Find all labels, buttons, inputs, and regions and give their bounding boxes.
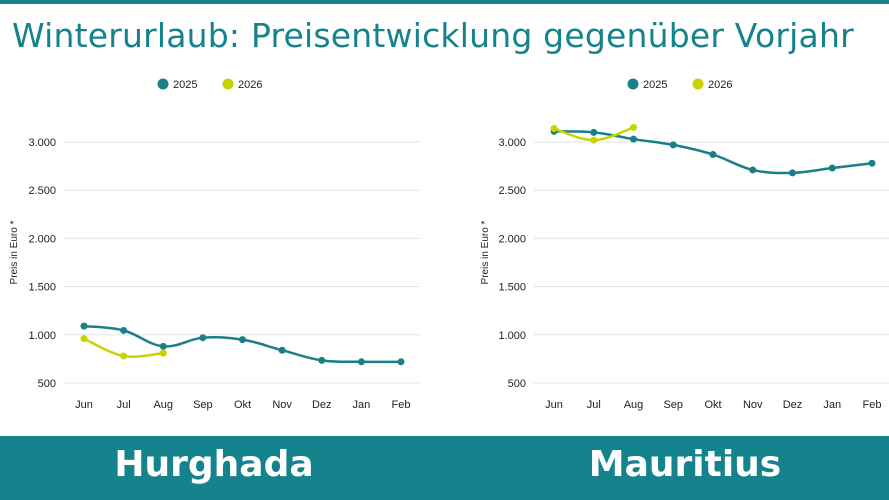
y-tick-label: 2.500 <box>28 185 56 197</box>
x-tick-label: Jun <box>545 399 563 411</box>
y-tick-label: 1.000 <box>28 330 56 342</box>
data-point <box>120 326 128 334</box>
x-tick-label: Nov <box>272 399 292 411</box>
x-tick-label: Aug <box>624 399 644 411</box>
data-point <box>749 166 757 174</box>
x-tick-label: Aug <box>153 399 173 411</box>
y-tick-label: 1.500 <box>498 282 526 294</box>
top-accent-bar <box>0 0 889 4</box>
x-tick-label: Feb <box>392 399 411 411</box>
data-point <box>80 322 88 330</box>
footer-bar: Hurghada Mauritius <box>0 436 889 500</box>
x-tick-label: Sep <box>193 399 213 411</box>
y-tick-label: 3.000 <box>498 137 526 149</box>
x-tick-label: Jan <box>823 399 841 411</box>
x-tick-label: Jul <box>117 399 131 411</box>
x-tick-label: Nov <box>743 399 763 411</box>
x-tick-label: Jul <box>587 399 601 411</box>
footer-label-hurghada: Hurghada <box>114 444 314 485</box>
x-tick-label: Sep <box>663 399 683 411</box>
x-tick-label: Dez <box>783 399 803 411</box>
legend-marker <box>692 78 704 90</box>
data-point <box>318 356 326 364</box>
y-axis-label: Preis in Euro * <box>9 220 20 284</box>
y-tick-label: 500 <box>508 378 526 390</box>
legend-label: 2026 <box>708 79 732 91</box>
data-point <box>709 151 717 159</box>
legend-marker <box>222 78 234 90</box>
data-point <box>669 141 677 149</box>
data-point <box>550 125 558 133</box>
y-tick-label: 1.000 <box>498 330 526 342</box>
data-point <box>397 358 405 366</box>
y-tick-label: 3.000 <box>28 137 56 149</box>
legend-label: 2026 <box>238 79 262 91</box>
data-point <box>590 128 598 136</box>
data-point <box>590 136 598 144</box>
y-tick-label: 500 <box>38 378 56 390</box>
x-tick-label: Jun <box>75 399 93 411</box>
x-tick-label: Jan <box>353 399 371 411</box>
data-point <box>828 164 836 172</box>
y-tick-label: 2.000 <box>28 233 56 245</box>
data-point <box>868 159 876 167</box>
y-axis-label: Preis in Euro * <box>480 220 491 284</box>
legend-label: 2025 <box>173 79 197 91</box>
legend-label: 2025 <box>643 79 667 91</box>
chart-hurghada: 3.000 2.500 2.000 1.500 1.000 500 Jun Jul Aug Sep… <box>9 78 889 411</box>
data-point <box>80 335 88 343</box>
data-point <box>357 358 365 366</box>
legend-marker <box>627 78 639 90</box>
legend-marker <box>157 78 169 90</box>
x-tick-label: Okt <box>234 399 251 411</box>
x-tick-label: Feb <box>863 399 882 411</box>
y-tick-label: 2.000 <box>498 233 526 245</box>
data-point <box>159 349 167 357</box>
y-tick-label: 2.500 <box>498 185 526 197</box>
data-point <box>789 169 796 177</box>
data-point <box>159 342 167 350</box>
data-point <box>278 346 286 354</box>
data-point <box>239 336 246 344</box>
y-tick-label: 1.500 <box>28 282 56 294</box>
footer-label-mauritius: Mauritius <box>588 444 782 485</box>
data-point <box>120 352 128 360</box>
data-point <box>630 124 637 132</box>
x-tick-label: Dez <box>312 399 332 411</box>
data-point <box>630 135 637 143</box>
page-title: Winterurlaub: Preisentwicklung gegenüber… <box>12 16 854 55</box>
x-tick-label: Okt <box>704 399 721 411</box>
data-point <box>199 334 207 342</box>
